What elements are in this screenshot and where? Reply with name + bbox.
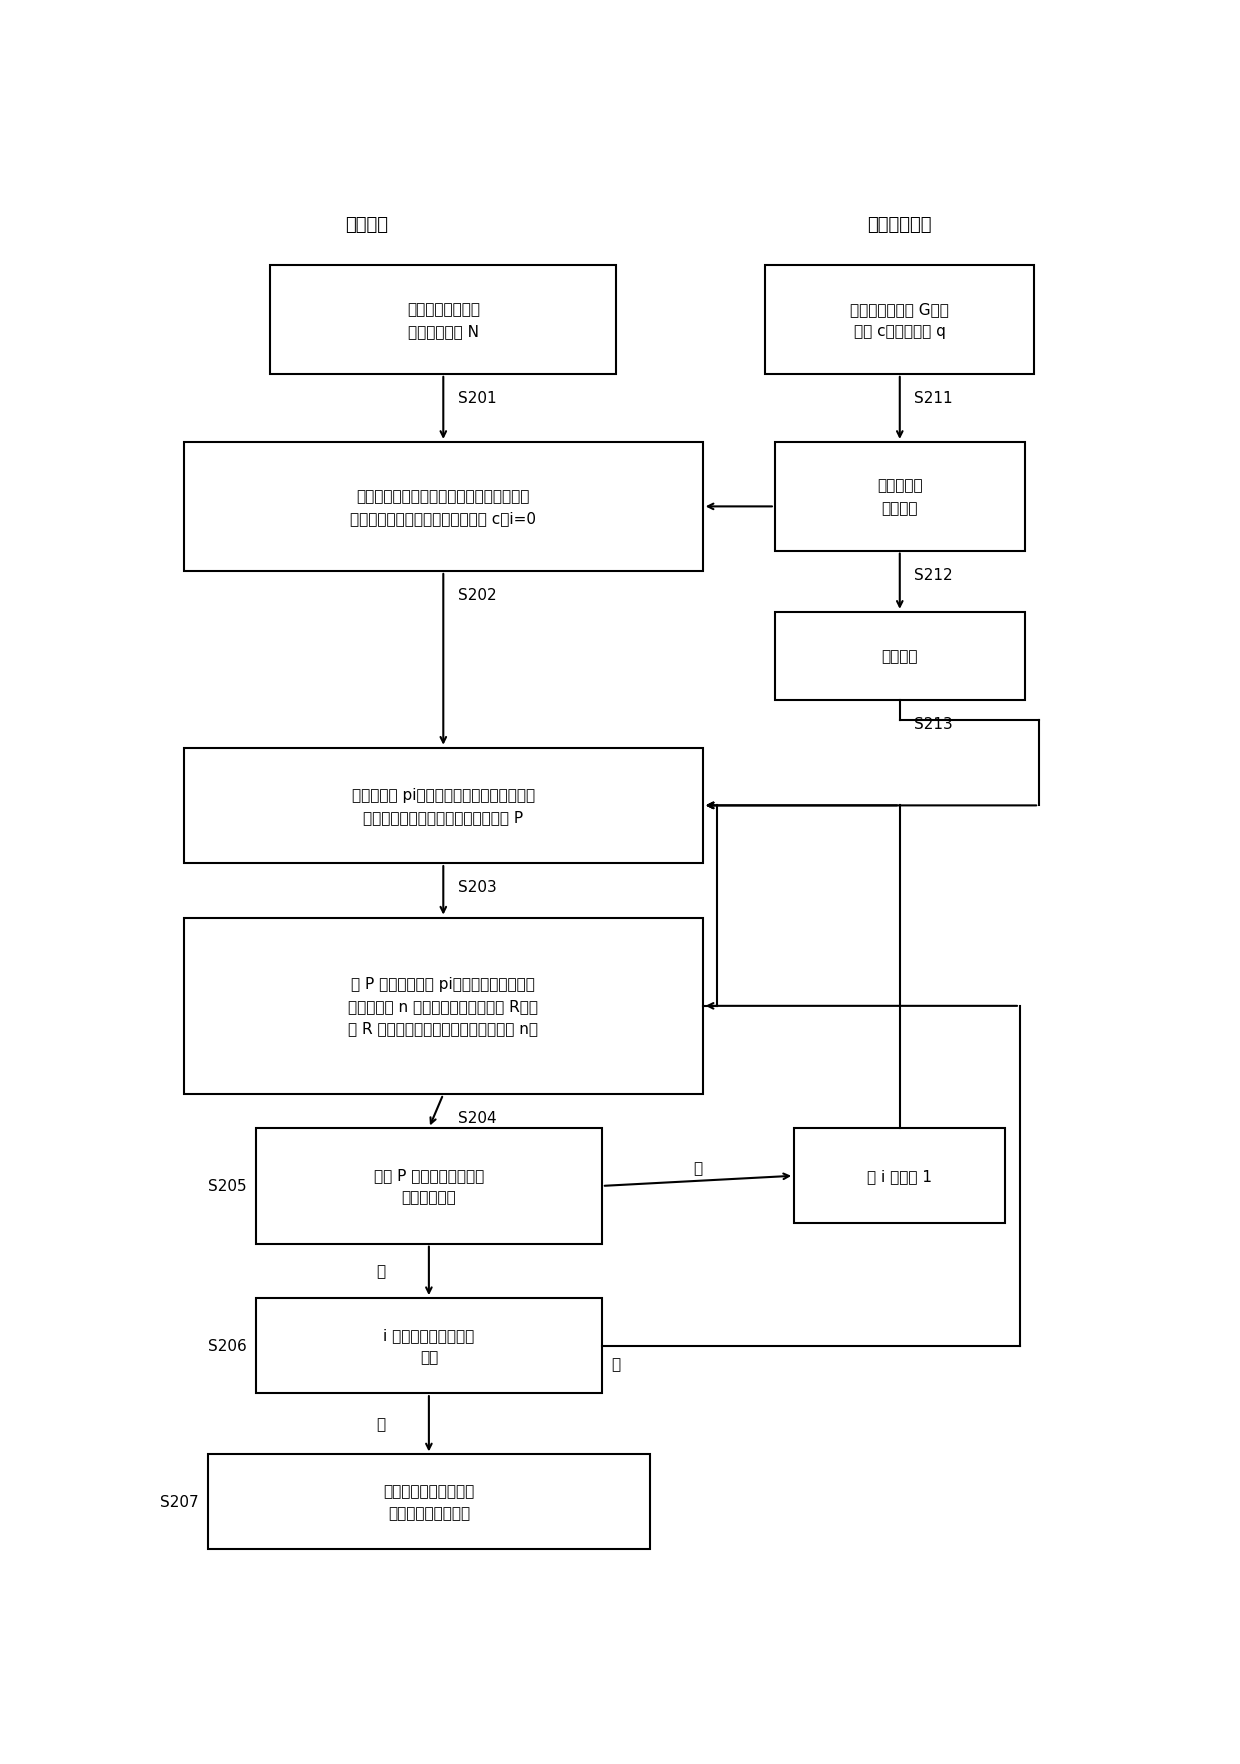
Text: S202: S202 bbox=[458, 587, 496, 603]
Bar bbox=[184, 917, 703, 1094]
Text: S201: S201 bbox=[458, 392, 496, 406]
Bar bbox=[775, 443, 1024, 550]
Text: S206: S206 bbox=[207, 1339, 247, 1353]
Text: 对高维数据库点集
建立最近邻图 N: 对高维数据库点集 建立最近邻图 N bbox=[407, 302, 480, 339]
Text: i 是否大于数据库点集
总数: i 是否大于数据库点集 总数 bbox=[383, 1327, 475, 1364]
Text: 在线检索阶段: 在线检索阶段 bbox=[868, 217, 932, 235]
Bar bbox=[184, 443, 703, 572]
Text: 输入辐射伸展图 G，中
心点 c，待检索点 q: 输入辐射伸展图 G，中 心点 c，待检索点 q bbox=[851, 302, 949, 339]
Text: 输出结果: 输出结果 bbox=[882, 649, 918, 663]
Text: S204: S204 bbox=[458, 1111, 496, 1125]
Bar bbox=[270, 266, 616, 374]
Text: 将所有点的非互斥点集
构成辐射伸展图输出: 将所有点的非互斥点集 构成辐射伸展图输出 bbox=[383, 1484, 475, 1521]
Text: 对数据库点 pi，进行贪婪近似最近邻检索，
将检索路径上的所有点构成候选点集 P: 对数据库点 pi，进行贪婪近似最近邻检索， 将检索路径上的所有点构成候选点集 P bbox=[352, 787, 534, 824]
Text: 计算数据库点集均值，利用贪婪近似最近邻
检索获得均值点的最近点为中心点 c，i=0: 计算数据库点集均值，利用贪婪近似最近邻 检索获得均值点的最近点为中心点 c，i=… bbox=[351, 489, 536, 526]
Text: 贪婪近似最
近邻检索: 贪婪近似最 近邻检索 bbox=[877, 478, 923, 515]
Text: S213: S213 bbox=[914, 716, 954, 732]
Text: 是: 是 bbox=[376, 1416, 386, 1431]
Bar bbox=[208, 1455, 650, 1549]
Text: 否: 否 bbox=[611, 1357, 620, 1372]
Text: S203: S203 bbox=[458, 880, 496, 894]
Text: 是: 是 bbox=[376, 1263, 386, 1279]
Text: S212: S212 bbox=[914, 568, 952, 582]
Text: 将 P 中的点按照到 pi的距离按升序排序，
将最近的点 n 删除并加入非互斥点集 R，考
察 R 是否满足互斥性，不满足则删除点 n。: 将 P 中的点按照到 pi的距离按升序排序， 将最近的点 n 删除并加入非互斥点… bbox=[348, 977, 538, 1035]
Bar bbox=[775, 612, 1024, 700]
Bar bbox=[255, 1129, 601, 1244]
Text: 点集 P 为空或非互斥点集
达到指定大小: 点集 P 为空或非互斥点集 达到指定大小 bbox=[373, 1168, 484, 1205]
Bar bbox=[794, 1129, 1006, 1224]
Text: S211: S211 bbox=[914, 392, 952, 406]
Bar bbox=[765, 266, 1034, 374]
Text: 否: 否 bbox=[693, 1161, 703, 1175]
Text: 把 i 的值加 1: 把 i 的值加 1 bbox=[867, 1168, 932, 1184]
Text: 离线阶段: 离线阶段 bbox=[345, 217, 388, 235]
Text: S205: S205 bbox=[207, 1178, 247, 1194]
Bar bbox=[255, 1298, 601, 1394]
Text: S207: S207 bbox=[160, 1494, 198, 1510]
Bar bbox=[184, 748, 703, 864]
